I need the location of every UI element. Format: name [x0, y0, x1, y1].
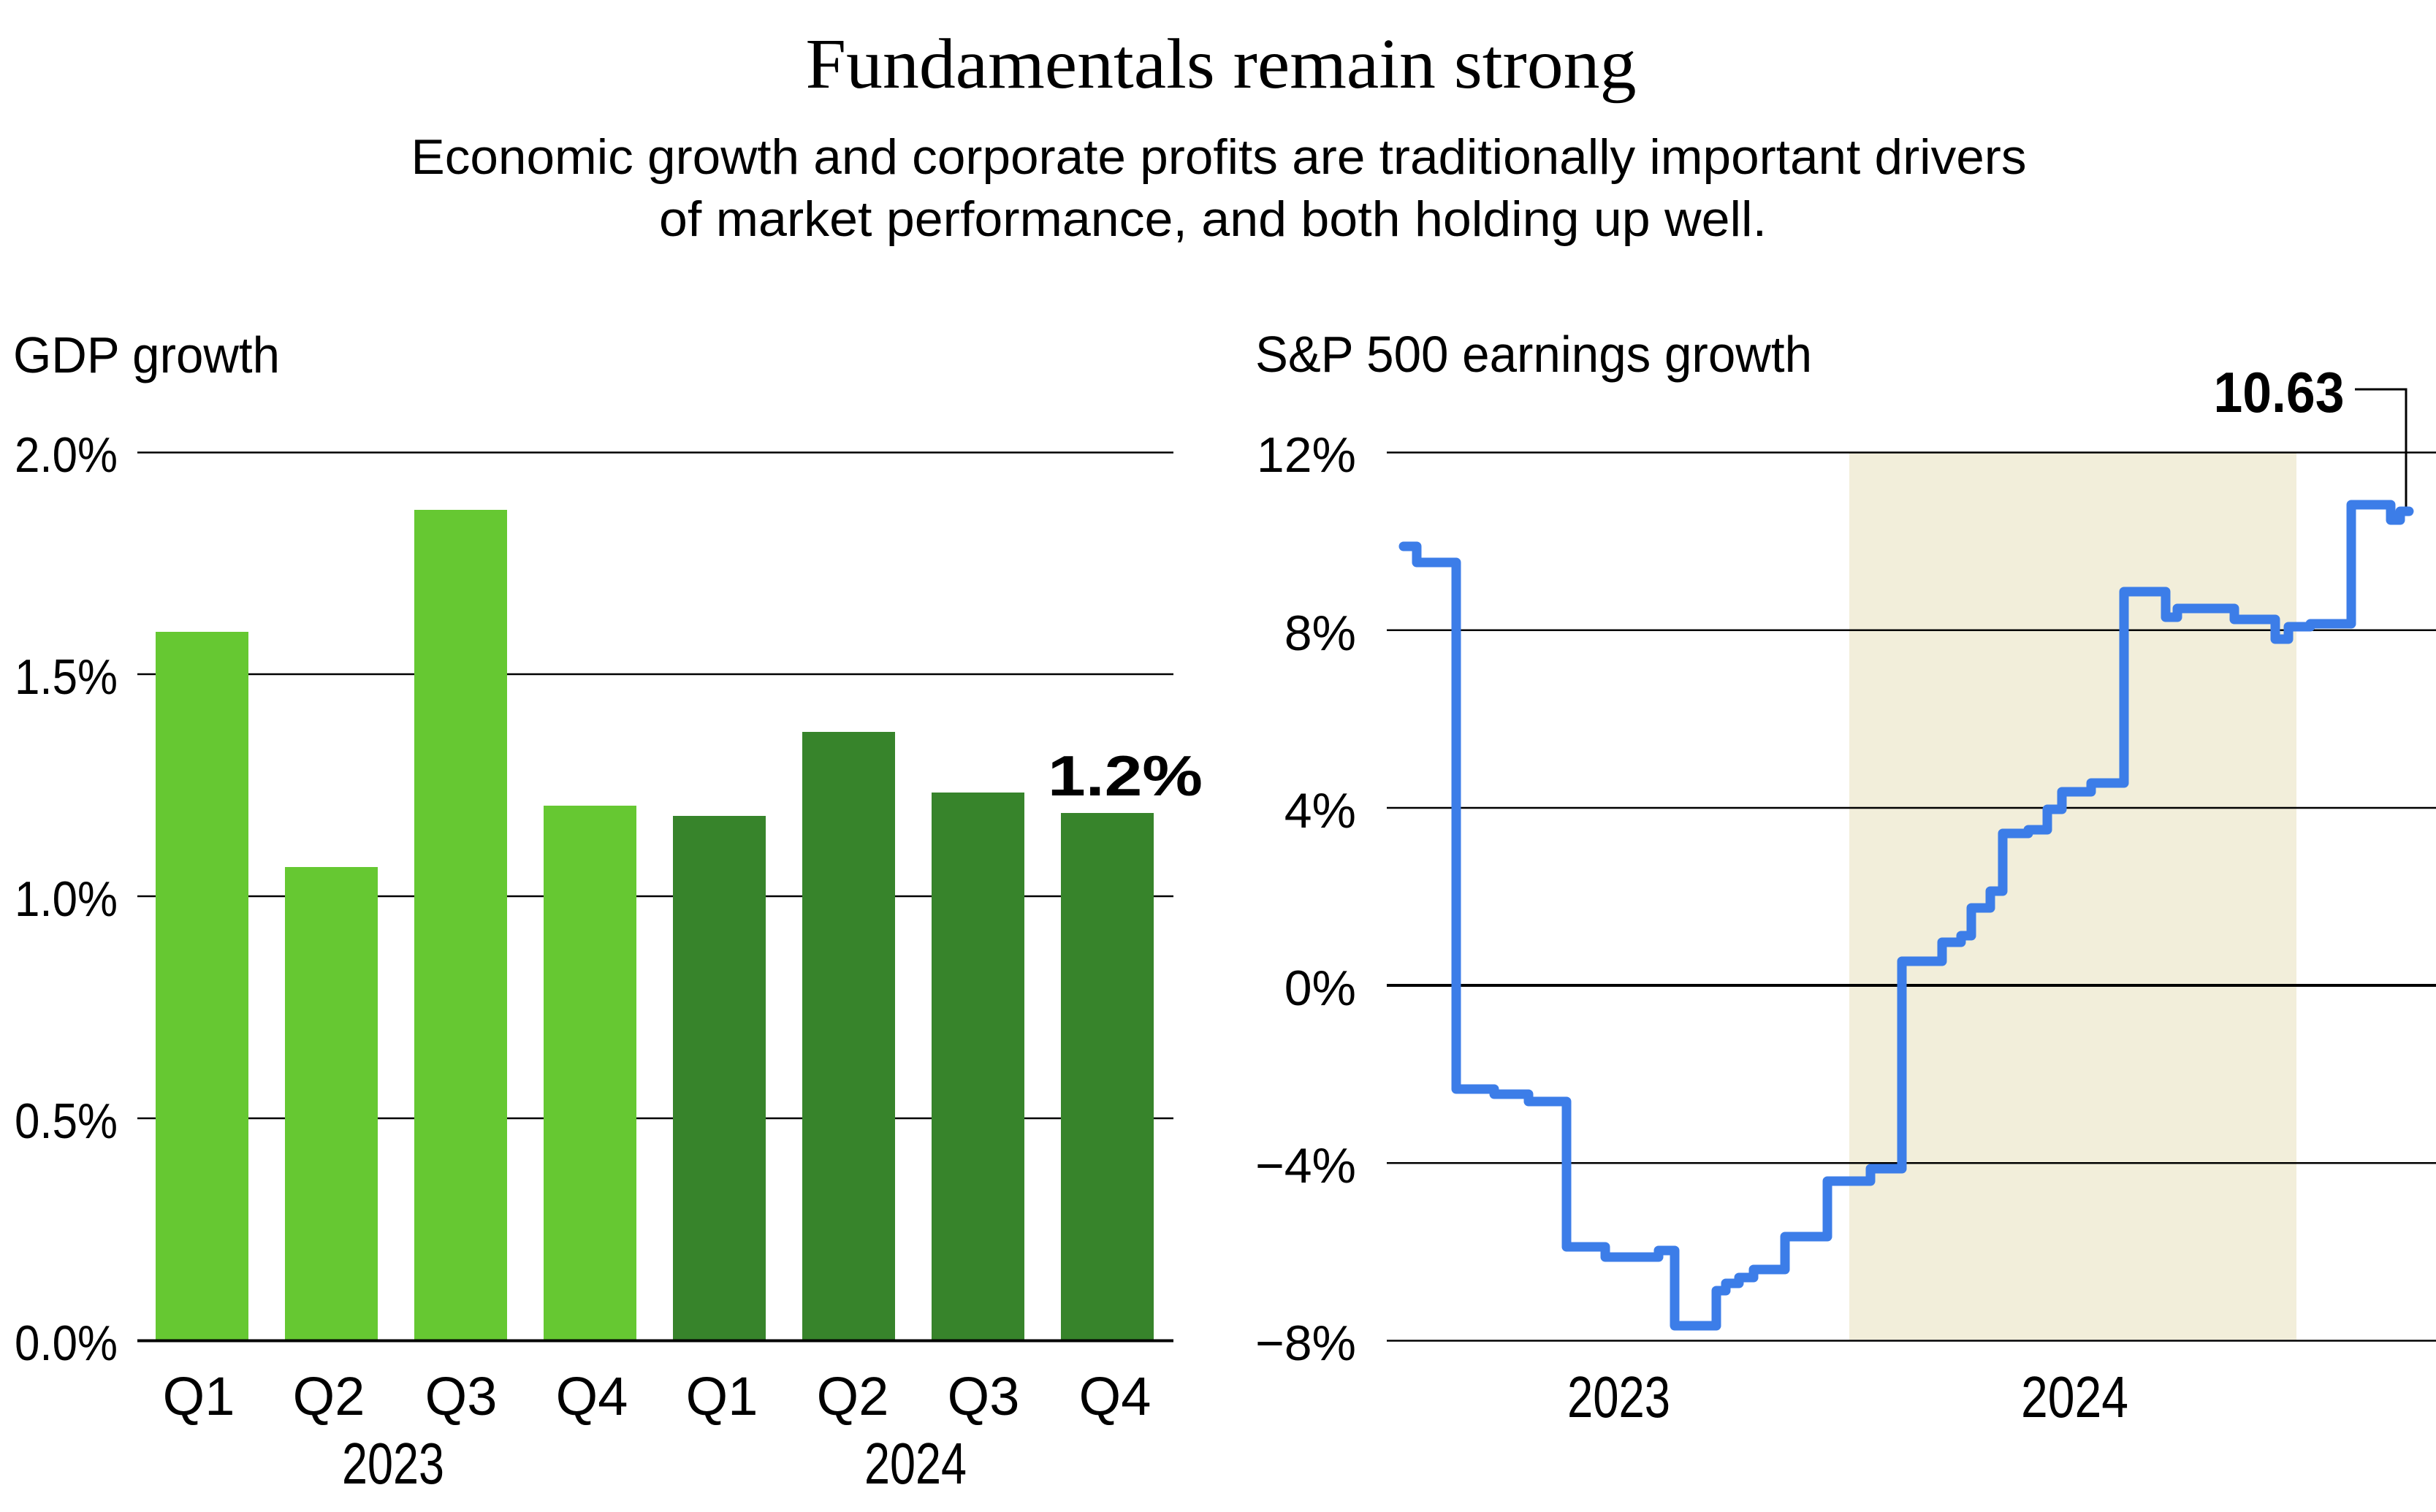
svg-text:Q2: Q2: [293, 1366, 365, 1427]
svg-text:2.0%: 2.0%: [15, 427, 118, 483]
svg-text:−8%: −8%: [1255, 1316, 1356, 1371]
svg-text:2023: 2023: [342, 1431, 444, 1496]
svg-text:S&P 500 earnings growth: S&P 500 earnings growth: [1255, 326, 1812, 383]
svg-text:GDP growth: GDP growth: [13, 327, 280, 383]
svg-text:10.63: 10.63: [2214, 360, 2345, 424]
svg-text:12%: 12%: [1257, 427, 1356, 483]
svg-text:8%: 8%: [1284, 606, 1356, 661]
svg-text:Q3: Q3: [948, 1366, 1020, 1427]
svg-text:2024: 2024: [2021, 1364, 2128, 1429]
svg-text:Q4: Q4: [556, 1366, 628, 1427]
svg-text:2023: 2023: [1567, 1364, 1670, 1429]
svg-text:0%: 0%: [1284, 961, 1356, 1016]
svg-text:of market performance, and bot: of market performance, and both holding …: [659, 191, 1767, 247]
svg-text:2024: 2024: [864, 1431, 967, 1496]
svg-text:Q3: Q3: [425, 1366, 498, 1427]
svg-text:4%: 4%: [1284, 783, 1356, 839]
svg-text:1.0%: 1.0%: [15, 871, 118, 927]
svg-text:Q1: Q1: [163, 1366, 235, 1427]
svg-text:1.2%: 1.2%: [1048, 744, 1203, 808]
svg-text:Economic growth and corporate: Economic growth and corporate profits ar…: [411, 129, 2027, 185]
svg-text:Q2: Q2: [817, 1366, 889, 1427]
svg-text:−4%: −4%: [1255, 1138, 1356, 1194]
svg-text:Fundamentals remain strong: Fundamentals remain strong: [806, 25, 1637, 104]
svg-text:1.5%: 1.5%: [15, 649, 118, 705]
svg-text:Q4: Q4: [1079, 1366, 1152, 1427]
svg-text:0.0%: 0.0%: [15, 1316, 118, 1371]
svg-text:Q1: Q1: [686, 1366, 758, 1427]
svg-text:0.5%: 0.5%: [15, 1093, 118, 1149]
